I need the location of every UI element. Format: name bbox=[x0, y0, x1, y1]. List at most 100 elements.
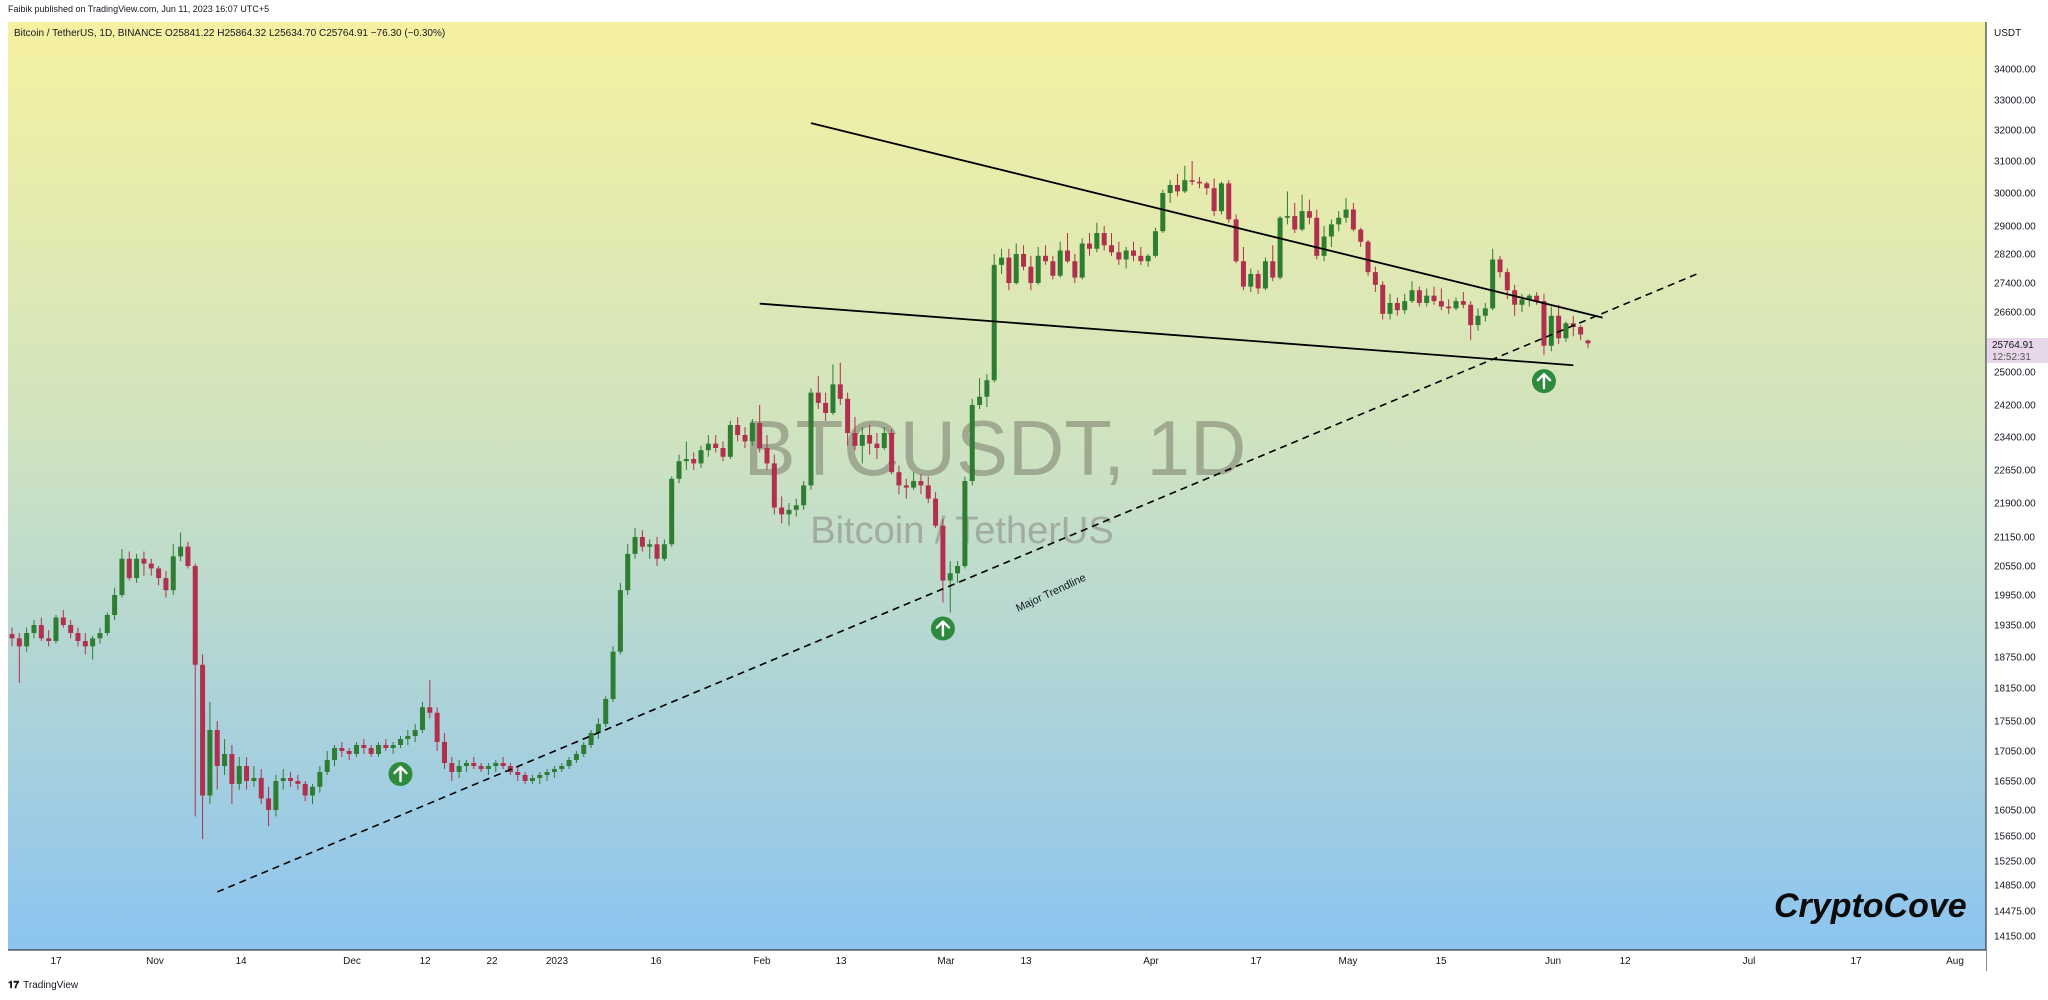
candle-body bbox=[266, 798, 272, 810]
candle-body bbox=[1255, 273, 1261, 289]
candle-body bbox=[1006, 257, 1012, 283]
candle-body bbox=[896, 472, 902, 486]
last-price-label: 25764.91 12:52:31 bbox=[1987, 338, 2048, 363]
candle-body bbox=[852, 433, 858, 446]
published-by-line: Faibik published on TradingView.com, Jun… bbox=[8, 4, 270, 14]
candle-body bbox=[112, 595, 118, 615]
candle-body bbox=[449, 763, 455, 772]
candle-body bbox=[837, 384, 843, 399]
candle-body bbox=[1196, 181, 1202, 184]
candle-body bbox=[1321, 236, 1327, 256]
time-tick-label: Nov bbox=[146, 956, 164, 967]
candle-body bbox=[412, 730, 418, 736]
candle-body bbox=[1087, 243, 1093, 249]
countdown-value: 12:52:31 bbox=[1992, 352, 2031, 363]
candle-body bbox=[625, 553, 631, 591]
candle-body bbox=[1424, 295, 1430, 303]
candle-body bbox=[1123, 250, 1129, 260]
candle-body bbox=[485, 766, 491, 769]
candle-body bbox=[610, 651, 616, 699]
candle-body bbox=[68, 625, 74, 633]
candle-body bbox=[192, 566, 198, 665]
candle-body bbox=[156, 568, 162, 579]
price-tick-label: 27400.00 bbox=[1994, 279, 2036, 290]
price-tick-label: 14150.00 bbox=[1994, 932, 2036, 943]
price-tick-label: 16050.00 bbox=[1994, 806, 2036, 817]
candle-body bbox=[933, 498, 939, 526]
candle-body bbox=[955, 566, 961, 574]
candle-body bbox=[441, 742, 447, 763]
candle-body bbox=[185, 546, 191, 566]
candle-body bbox=[463, 763, 469, 766]
candle-body bbox=[148, 563, 154, 569]
candle-body bbox=[529, 778, 535, 781]
candle-body bbox=[1043, 255, 1049, 262]
candle-body bbox=[757, 423, 763, 448]
candles-layer bbox=[9, 161, 1591, 840]
time-tick-label: 13 bbox=[1020, 956, 1032, 967]
price-tick-label: 31000.00 bbox=[1994, 157, 2036, 168]
price-tick-label: 23400.00 bbox=[1994, 433, 2036, 444]
candle-body bbox=[478, 766, 484, 769]
candle-body bbox=[1453, 301, 1459, 309]
candle-body bbox=[1299, 211, 1305, 230]
arrow-glyph bbox=[935, 620, 951, 637]
candle-body bbox=[1277, 217, 1283, 278]
candle-body bbox=[1512, 290, 1518, 305]
candle-body bbox=[236, 766, 242, 784]
trendlines-layer bbox=[216, 122, 1699, 893]
candle-body bbox=[1336, 217, 1342, 225]
candle-body bbox=[1065, 250, 1071, 262]
candle-body bbox=[332, 748, 338, 760]
time-tick-label: 12 bbox=[1619, 956, 1631, 967]
time-axis-ticks: 17 Nov 14 Dec 12 22 2023 16 Feb 13 Mar 13 Apr 17 May 15… bbox=[50, 956, 1963, 967]
candle-body bbox=[1152, 231, 1158, 256]
price-tick-label: 14475.00 bbox=[1994, 907, 2036, 918]
candle-body bbox=[1284, 216, 1290, 218]
candle-body bbox=[1211, 188, 1217, 212]
price-tick-label: 19950.00 bbox=[1994, 591, 2036, 602]
price-tick-label: 20550.00 bbox=[1994, 562, 2036, 573]
candle-body bbox=[999, 257, 1005, 265]
candle-body bbox=[969, 405, 975, 481]
wedge-line bbox=[759, 302, 1574, 367]
candle-body bbox=[1548, 315, 1554, 346]
candle-body bbox=[324, 760, 330, 772]
candle-body bbox=[1174, 185, 1180, 192]
candle-body bbox=[1402, 301, 1408, 311]
candle-body bbox=[46, 638, 52, 641]
candle-body bbox=[104, 615, 110, 633]
candle-body bbox=[1328, 224, 1334, 237]
candle-body bbox=[918, 481, 924, 486]
candle-body bbox=[317, 772, 323, 787]
candle-body bbox=[661, 544, 667, 559]
watermark-name: Bitcoin / TetherUS bbox=[810, 510, 1113, 552]
candle-body bbox=[1563, 323, 1569, 339]
candle-body bbox=[368, 748, 374, 754]
candle-body bbox=[551, 769, 557, 772]
candle-body bbox=[1057, 250, 1063, 276]
price-tick-label: 15650.00 bbox=[1994, 832, 2036, 843]
candle-body bbox=[273, 781, 279, 810]
candle-body bbox=[1233, 219, 1239, 262]
price-axis-background bbox=[1986, 22, 2048, 971]
candle-body bbox=[845, 398, 851, 433]
candle-body bbox=[1138, 255, 1144, 262]
candle-body bbox=[302, 783, 308, 796]
candle-body bbox=[925, 485, 931, 499]
candle-body bbox=[764, 448, 770, 464]
time-tick-label: 12 bbox=[419, 956, 431, 967]
footer: 𝟏𝟕 TradingView bbox=[8, 980, 78, 991]
candle-body bbox=[573, 754, 579, 760]
brand-watermark: CryptoCove bbox=[1774, 887, 1967, 925]
plot-background bbox=[8, 22, 1986, 950]
price-tick-label: 34000.00 bbox=[1994, 65, 2036, 76]
candle-body bbox=[647, 544, 653, 547]
candle-body bbox=[251, 778, 257, 781]
candle-body bbox=[456, 766, 462, 772]
candle-body bbox=[361, 745, 367, 748]
candle-body bbox=[1079, 243, 1085, 278]
candle-body bbox=[823, 402, 829, 413]
candle-body bbox=[881, 433, 887, 448]
